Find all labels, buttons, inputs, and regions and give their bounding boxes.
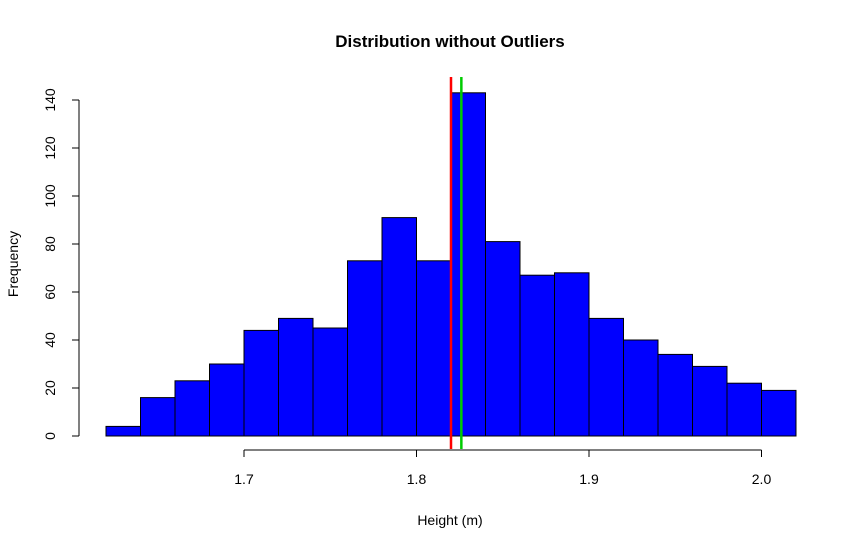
histogram-bar	[554, 272, 590, 437]
histogram-bar	[623, 339, 659, 437]
histogram-bar	[726, 382, 762, 437]
histogram-bar	[312, 327, 348, 437]
histogram-bar	[209, 363, 245, 437]
histogram-bar	[450, 92, 486, 437]
histogram-bar	[416, 260, 452, 437]
y-axis: 0 20 40 60 80 100 120 140	[42, 88, 80, 440]
y-tick-label: 140	[42, 88, 58, 112]
x-axis-label: Height (m)	[417, 512, 482, 528]
y-tick-label: 120	[42, 136, 58, 160]
histogram-bar	[485, 241, 521, 437]
histogram-bar	[243, 329, 279, 437]
chart-title: Distribution without Outliers	[335, 32, 564, 51]
reference-lines-group	[449, 77, 463, 449]
histogram-bar	[174, 380, 210, 437]
bars-group	[105, 92, 797, 437]
y-tick-label: 40	[42, 332, 58, 348]
histogram-bar	[519, 274, 555, 437]
y-axis-label: Frequency	[5, 231, 21, 297]
x-tick-label: 1.8	[407, 471, 427, 487]
x-tick-label: 1.9	[579, 471, 599, 487]
histogram-bar	[278, 317, 314, 437]
y-tick-label: 60	[42, 284, 58, 300]
histogram-bar	[761, 389, 797, 437]
histogram-bar	[381, 217, 417, 437]
histogram-bar	[347, 260, 383, 437]
histogram-bar	[588, 317, 624, 437]
y-tick-label: 0	[42, 432, 58, 440]
y-tick-label: 80	[42, 236, 58, 252]
x-tick-label: 2.0	[752, 471, 772, 487]
x-axis: 1.7 1.8 1.9 2.0	[234, 449, 772, 487]
x-tick-label: 1.7	[234, 471, 254, 487]
histogram-bar	[140, 397, 176, 437]
y-tick-label: 20	[42, 380, 58, 396]
histogram-bar	[657, 353, 693, 437]
y-tick-label: 100	[42, 184, 58, 208]
histogram-bar	[105, 425, 141, 437]
histogram-bar	[692, 365, 728, 437]
